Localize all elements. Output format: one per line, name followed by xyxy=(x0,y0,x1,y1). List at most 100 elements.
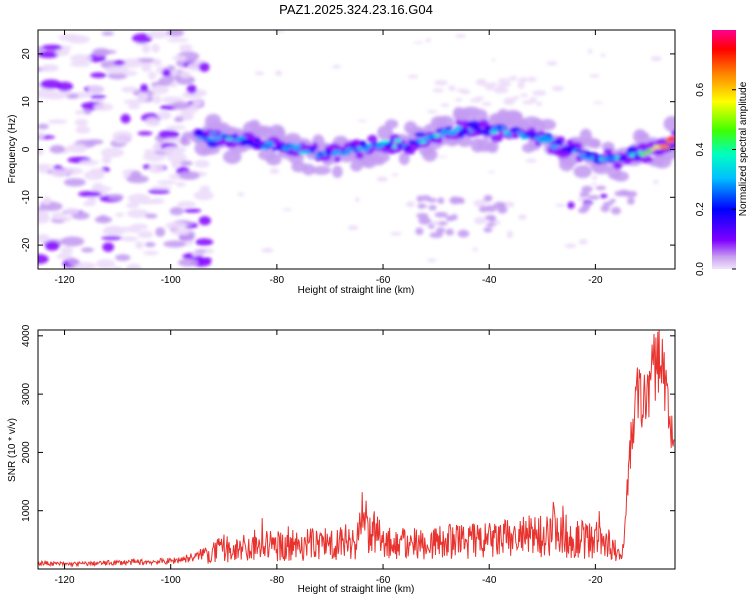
heatmap-cell xyxy=(621,156,627,161)
heatmap-cell xyxy=(150,85,170,95)
heatmap-cell xyxy=(650,56,662,62)
heatmap-cell xyxy=(60,216,72,222)
heatmap-cell xyxy=(179,44,193,53)
heatmap-cell xyxy=(589,74,600,78)
heatmap-cell xyxy=(179,160,193,166)
heatmap-cell xyxy=(490,82,498,87)
heatmap-cell xyxy=(636,131,650,141)
heatmap-cell xyxy=(432,134,441,138)
heatmap-cell xyxy=(38,50,60,59)
heatmap-cell xyxy=(311,165,331,175)
heatmap-cell xyxy=(169,207,184,216)
heatmap-cell xyxy=(391,173,399,177)
heatmap-cell xyxy=(176,201,196,208)
heatmap-cell xyxy=(302,163,316,176)
heatmap-cell xyxy=(281,145,291,151)
heatmap-cell xyxy=(152,58,162,67)
heatmap-cell xyxy=(390,231,402,236)
heatmap-cell xyxy=(460,89,471,95)
heatmap-cell xyxy=(123,99,145,105)
heatmap-cell xyxy=(454,125,463,131)
y-tick-label: 3000 xyxy=(21,383,32,406)
heatmap-cell xyxy=(469,98,482,103)
heatmap-cell xyxy=(81,247,94,253)
heatmap-cell xyxy=(377,125,394,141)
heatmap-cell xyxy=(407,74,419,79)
heatmap-cell xyxy=(626,197,635,205)
heatmap-cell xyxy=(100,147,125,158)
heatmap-cell xyxy=(529,96,537,104)
heatmap-cell xyxy=(70,54,92,63)
heatmap-cell xyxy=(534,136,542,140)
heatmap-cell xyxy=(40,79,62,90)
heatmap-cell xyxy=(186,84,197,94)
heatmap-cell xyxy=(349,145,358,149)
y-tick-label: 1000 xyxy=(21,499,32,522)
heatmap-cell xyxy=(449,196,461,205)
spectrogram-x-label: Height of straight line (km) xyxy=(298,285,415,296)
heatmap-cell xyxy=(179,171,200,180)
heatmap-cell xyxy=(428,204,437,211)
heatmap-cell xyxy=(261,247,274,253)
heatmap-cell xyxy=(166,152,187,162)
heatmap-cell xyxy=(577,207,588,214)
heatmap-cell xyxy=(472,247,479,252)
spectrogram-y-axis: -20 -10 0 10 20 xyxy=(21,48,675,252)
heatmap-cell xyxy=(158,130,180,140)
colorbar-tick-label: 0.6 xyxy=(695,82,706,96)
heatmap-cell xyxy=(75,125,91,134)
heatmap-cell xyxy=(101,155,112,165)
heatmap-cell xyxy=(589,139,601,149)
heatmap-cell xyxy=(145,213,158,219)
heatmap-cell xyxy=(122,70,138,76)
heatmap-cell xyxy=(47,119,68,124)
heatmap-cell xyxy=(151,43,160,53)
heatmap-cell xyxy=(74,262,96,269)
heatmap-cell xyxy=(613,161,623,170)
heatmap-cell xyxy=(200,133,207,138)
heatmap-cell xyxy=(137,131,153,136)
heatmap-cell xyxy=(296,143,302,149)
heatmap-cell xyxy=(196,137,204,141)
heatmap-cell xyxy=(91,169,102,175)
heatmap-cell xyxy=(434,211,449,218)
heatmap-cell xyxy=(193,131,202,137)
heatmap-cell xyxy=(457,229,470,238)
x-tick-label: -80 xyxy=(270,275,285,286)
spectrogram-x-axis: -120 -100 -80 -60 -40 -20 xyxy=(55,30,603,286)
heatmap-cell xyxy=(41,44,63,51)
y-tick-label: -10 xyxy=(21,190,32,205)
heatmap-cell xyxy=(126,209,150,219)
heatmap-cell xyxy=(394,138,402,143)
snr-frame xyxy=(37,329,676,570)
heatmap-cell xyxy=(478,205,489,213)
heatmap-cell xyxy=(143,149,156,155)
heatmap-cell xyxy=(436,227,446,234)
heatmap-cell xyxy=(363,147,369,153)
heatmap-cell xyxy=(531,132,539,137)
heatmap-cell xyxy=(161,96,185,103)
heatmap-cell xyxy=(650,147,655,152)
heatmap-cell xyxy=(227,134,237,138)
heatmap-cell xyxy=(269,168,280,175)
y-tick-label: -20 xyxy=(21,237,32,252)
heatmap-cell xyxy=(60,236,85,247)
heatmap-cell xyxy=(162,146,187,155)
heatmap-cell xyxy=(640,152,646,157)
snr-y-label: SNR (10 * v/v) xyxy=(7,418,18,482)
heatmap-cell xyxy=(454,34,467,38)
heatmap-cell xyxy=(202,257,212,263)
heatmap-cell xyxy=(537,138,545,144)
heatmap-cell xyxy=(670,130,675,136)
heatmap-cell xyxy=(344,150,350,156)
heatmap-cell xyxy=(444,126,453,131)
heatmap-cell xyxy=(591,182,597,186)
snr-y-axis: 1000 2000 3000 4000 xyxy=(21,324,675,522)
heatmap-cell xyxy=(67,143,88,153)
x-tick-label: -100 xyxy=(161,575,181,586)
heatmap-cell xyxy=(491,58,496,61)
heatmap-cell xyxy=(261,145,268,150)
heatmap-cell xyxy=(587,48,593,54)
heatmap-cell xyxy=(44,241,60,251)
